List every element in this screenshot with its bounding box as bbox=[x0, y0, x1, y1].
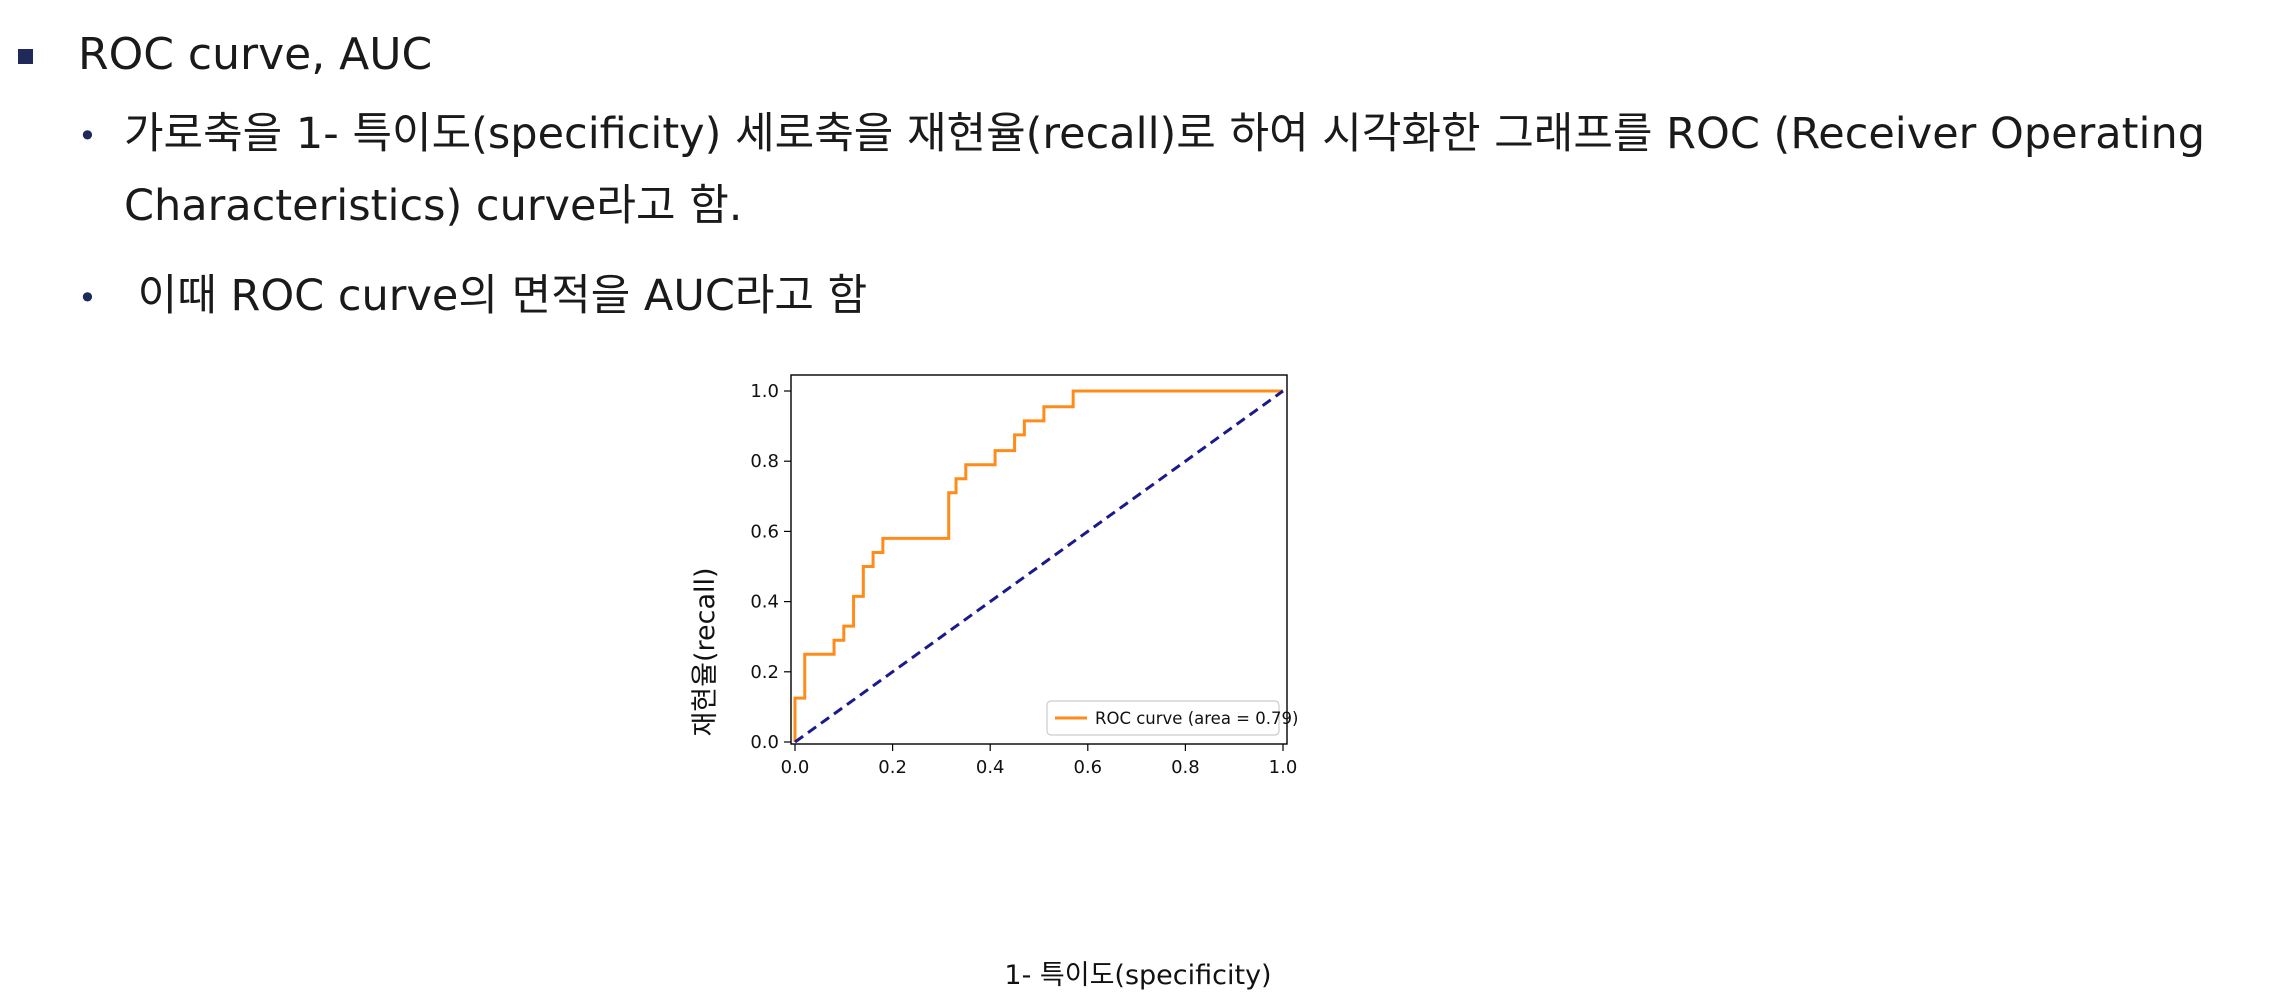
legend-box bbox=[1046, 700, 1280, 736]
bullet-text-1: 가로축을 1- 특이도(specificity) 세로축을 재현율(recall… bbox=[124, 109, 2205, 231]
y-tick-label: 0.4 bbox=[750, 592, 779, 613]
plot-frame bbox=[790, 374, 1288, 745]
y-tick-label: 1.0 bbox=[750, 381, 779, 402]
bullet-item-1: • 가로축을 1- 특이도(specificity) 세로축을 재현율(reca… bbox=[78, 98, 2274, 242]
bullet-text-2: 이때 ROC curve의 면적을 AUC라고 함 bbox=[124, 271, 868, 321]
main-bullet-marker bbox=[18, 24, 33, 88]
section-heading: ROC curve, AUC bbox=[78, 29, 433, 80]
y-tick-label: 0.0 bbox=[750, 732, 779, 753]
plot-area: 0.0 0.2 0.4 0.6 0.8 1.0 0.0 0.2 0.4 0.6 0.8 1.0 ROC … bbox=[750, 374, 1298, 778]
dot-bullet-icon: • bbox=[78, 117, 97, 155]
x-tick-label: 0.2 bbox=[878, 757, 907, 778]
x-tick-label: 0.4 bbox=[976, 757, 1005, 778]
square-bullet-icon bbox=[18, 48, 33, 64]
legend-label: ROC curve (area = 0.79) bbox=[1095, 709, 1298, 728]
x-axis-label: 1- 특이도(specificity) bbox=[1004, 960, 1271, 991]
x-tick-label: 0.6 bbox=[1073, 757, 1102, 778]
y-tick-label: 0.8 bbox=[750, 451, 779, 472]
roc-curve-line bbox=[793, 389, 1283, 742]
dot-bullet-icon: • bbox=[78, 279, 97, 317]
roc-chart: 0.0 0.2 0.4 0.6 0.8 1.0 0.0 0.2 0.4 0.6 0.8 1.0 ROC … bbox=[690, 374, 1298, 991]
x-tick-label: 0.8 bbox=[1171, 757, 1200, 778]
bullet-item-2: • 이때 ROC curve의 면적을 AUC라고 함 bbox=[78, 260, 2274, 334]
x-tick-label: 1.0 bbox=[1269, 757, 1298, 778]
y-axis-label: 재현율(recall) bbox=[690, 567, 721, 736]
y-tick-label: 0.6 bbox=[750, 521, 779, 542]
diagonal-reference-line bbox=[794, 389, 1284, 744]
y-tick-label: 0.2 bbox=[750, 662, 779, 683]
x-tick-label: 0.0 bbox=[781, 757, 810, 778]
